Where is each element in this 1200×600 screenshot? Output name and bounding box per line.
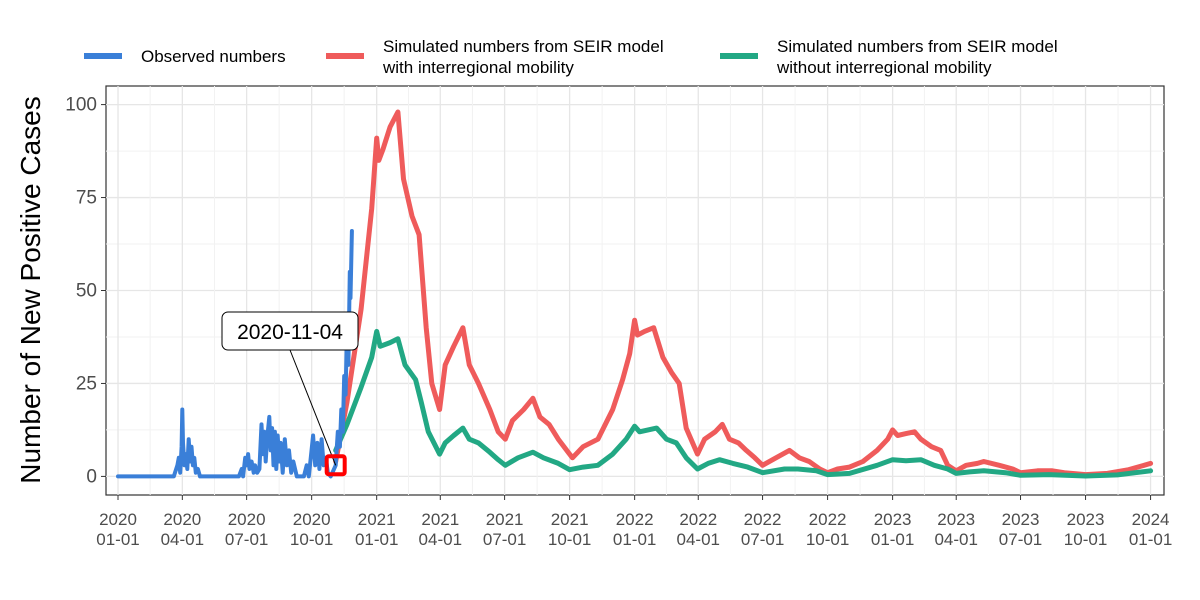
x-tick-label-line: 2022 xyxy=(744,510,782,529)
x-tick-label-line: 2023 xyxy=(1067,510,1105,529)
x-tick-label-line: 04-01 xyxy=(677,530,720,549)
x-tick-label-line: 2020 xyxy=(99,510,137,529)
x-tick-label-line: 01-01 xyxy=(871,530,914,549)
x-tick-label-line: 01-01 xyxy=(1129,530,1172,549)
legend-label-line: without interregional mobility xyxy=(776,58,992,77)
x-tick-label-line: 10-01 xyxy=(806,530,849,549)
legend-label: Simulated numbers from SEIR model without… xyxy=(776,37,1058,77)
x-tick-label-line: 2021 xyxy=(421,510,459,529)
x-tick-label-line: 07-01 xyxy=(483,530,526,549)
x-tick-label: 2022 07-01 xyxy=(741,510,784,549)
annotation: 2020-11-04 xyxy=(221,311,359,477)
x-tick-label-line: 01-01 xyxy=(355,530,398,549)
legend-label: Simulated numbers from SEIR model with in… xyxy=(382,37,664,77)
x-tick-label-line: 04-01 xyxy=(419,530,462,549)
y-tick-label: 75 xyxy=(76,188,97,209)
x-tick-label: 2020 07-01 xyxy=(225,510,268,549)
x-tick-label-line: 2024 xyxy=(1132,510,1170,529)
x-tick-label: 2021 10-01 xyxy=(548,510,591,549)
x-tick-label-line: 07-01 xyxy=(741,530,784,549)
y-tick-label: 25 xyxy=(76,373,97,394)
legend-label: Observed numbers xyxy=(141,47,286,66)
x-tick-label: 2023 07-01 xyxy=(999,510,1042,549)
legend-label-line: with interregional mobility xyxy=(382,58,574,77)
annotation-marker xyxy=(324,454,347,477)
x-tick-label: 2020 04-01 xyxy=(161,510,204,549)
x-tick-label-line: 2022 xyxy=(616,510,654,529)
x-tick-label-line: 04-01 xyxy=(161,530,204,549)
x-tick-label-line: 2021 xyxy=(486,510,524,529)
plot-area: 2020-11-04 xyxy=(105,85,1165,496)
legend-label-line: Simulated numbers from SEIR model xyxy=(777,37,1058,56)
x-tick-label-line: 2021 xyxy=(358,510,396,529)
series-line xyxy=(116,229,354,479)
x-tick-label-line: 2020 xyxy=(293,510,331,529)
x-tick-label-line: 2023 xyxy=(1002,510,1040,529)
x-tick-label: 2024 01-01 xyxy=(1129,510,1172,549)
legend: Observed numbers Simulated numbers from S… xyxy=(84,37,1058,77)
x-tick-label-line: 2023 xyxy=(937,510,975,529)
x-tick-label-line: 04-01 xyxy=(934,530,977,549)
x-tick-label-line: 2022 xyxy=(679,510,717,529)
x-tick-label-line: 2020 xyxy=(163,510,201,529)
y-tick-label: 0 xyxy=(86,466,97,487)
legend-item: Observed numbers xyxy=(84,47,286,66)
annotation-pointer xyxy=(289,349,337,466)
legend-item: Simulated numbers from SEIR model without… xyxy=(720,37,1058,77)
x-tick-label: 2022 01-01 xyxy=(613,510,656,549)
x-tick-label: 2022 04-01 xyxy=(677,510,720,549)
series-line xyxy=(333,328,1154,479)
x-tick-label-line: 07-01 xyxy=(999,530,1042,549)
x-tick-label: 2021 04-01 xyxy=(419,510,462,549)
legend-label-line: Observed numbers xyxy=(141,47,286,66)
x-tick-label: 2021 01-01 xyxy=(355,510,398,549)
y-tick-label: 100 xyxy=(65,95,97,116)
y-axis: 0 25 50 75 100 xyxy=(65,95,106,487)
x-tick-label-line: 10-01 xyxy=(548,530,591,549)
x-tick-label: 2020 01-01 xyxy=(96,510,139,549)
x-tick-label-line: 01-01 xyxy=(96,530,139,549)
x-tick-label: 2022 10-01 xyxy=(806,510,849,549)
legend-label-line: Simulated numbers from SEIR model xyxy=(383,37,664,56)
annotation-label: 2020-11-04 xyxy=(237,321,343,344)
x-tick-label-line: 01-01 xyxy=(613,530,656,549)
x-tick-label: 2023 01-01 xyxy=(871,510,914,549)
x-tick-label-line: 07-01 xyxy=(225,530,268,549)
x-tick-label-line: 10-01 xyxy=(290,530,333,549)
x-tick-label-line: 10-01 xyxy=(1064,530,1107,549)
y-axis-label: Number of New Positive Cases xyxy=(15,96,46,483)
x-tick-label: 2023 10-01 xyxy=(1064,510,1107,549)
x-tick-label: 2023 04-01 xyxy=(934,510,977,549)
x-tick-label: 2020 10-01 xyxy=(290,510,333,549)
x-tick-label-line: 2021 xyxy=(551,510,589,529)
x-tick-label-line: 2023 xyxy=(874,510,912,529)
x-tick-label-line: 2022 xyxy=(809,510,847,529)
y-tick-label: 50 xyxy=(76,281,97,302)
x-tick-label-line: 2020 xyxy=(228,510,266,529)
legend-item: Simulated numbers from SEIR model with in… xyxy=(326,37,664,77)
x-tick-label: 2021 07-01 xyxy=(483,510,526,549)
gridlines xyxy=(106,86,1164,495)
series-line xyxy=(333,109,1154,478)
